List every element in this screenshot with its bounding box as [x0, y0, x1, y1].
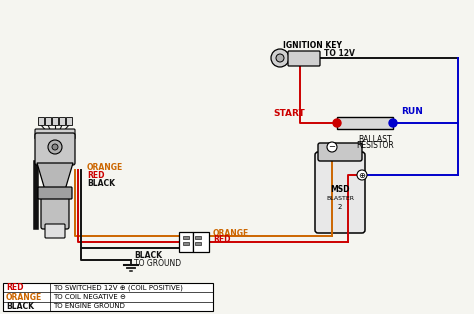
- FancyBboxPatch shape: [41, 195, 69, 229]
- Circle shape: [271, 49, 289, 67]
- Bar: [195, 241, 201, 245]
- Text: TO GROUND: TO GROUND: [134, 259, 181, 268]
- Text: RED: RED: [6, 283, 24, 292]
- Text: RUN: RUN: [401, 106, 423, 116]
- FancyBboxPatch shape: [35, 133, 75, 165]
- Text: ORANGE: ORANGE: [6, 293, 42, 301]
- FancyBboxPatch shape: [288, 51, 320, 66]
- FancyBboxPatch shape: [318, 143, 362, 161]
- Circle shape: [357, 170, 367, 180]
- Text: TO COIL NEGATIVE ⊖: TO COIL NEGATIVE ⊖: [53, 294, 126, 300]
- Polygon shape: [37, 163, 73, 190]
- Bar: [45, 117, 51, 125]
- Text: BLASTER: BLASTER: [326, 197, 354, 202]
- Text: TO SWITCHED 12V ⊕ (COIL POSITIVE): TO SWITCHED 12V ⊕ (COIL POSITIVE): [53, 284, 183, 291]
- Text: BLACK: BLACK: [134, 252, 162, 261]
- Text: 2: 2: [338, 204, 342, 210]
- Bar: [195, 236, 201, 239]
- Text: BLACK: BLACK: [6, 302, 34, 311]
- Text: BLACK: BLACK: [87, 178, 115, 187]
- Bar: [183, 241, 189, 245]
- Circle shape: [389, 119, 397, 127]
- Text: TO 12V: TO 12V: [324, 48, 355, 57]
- Text: RED: RED: [87, 171, 104, 180]
- Bar: [183, 236, 189, 239]
- Bar: [179, 232, 193, 252]
- FancyBboxPatch shape: [45, 224, 65, 238]
- Ellipse shape: [36, 130, 74, 140]
- Text: RED: RED: [213, 236, 230, 245]
- Circle shape: [48, 140, 62, 154]
- Circle shape: [327, 142, 337, 152]
- FancyBboxPatch shape: [38, 187, 72, 199]
- Text: BALLAST: BALLAST: [358, 134, 392, 143]
- Bar: [193, 232, 209, 252]
- FancyBboxPatch shape: [315, 152, 365, 233]
- Text: ⊕: ⊕: [358, 171, 365, 180]
- Text: TO ENGINE GROUND: TO ENGINE GROUND: [53, 303, 125, 309]
- Circle shape: [276, 54, 284, 62]
- Circle shape: [52, 144, 58, 150]
- Text: RESISTOR: RESISTOR: [356, 142, 394, 150]
- Bar: [52, 117, 58, 125]
- FancyBboxPatch shape: [35, 129, 75, 139]
- Bar: [59, 117, 65, 125]
- Text: ORANGE: ORANGE: [213, 229, 249, 237]
- Text: MSD: MSD: [330, 186, 350, 194]
- Text: IGNITION KEY: IGNITION KEY: [283, 41, 342, 50]
- Text: −: −: [328, 143, 336, 151]
- Bar: [3, 283, 213, 311]
- Circle shape: [333, 119, 341, 127]
- Text: START: START: [273, 109, 305, 117]
- Bar: [337, 117, 393, 129]
- Text: ORANGE: ORANGE: [87, 163, 123, 171]
- Bar: [66, 117, 72, 125]
- Bar: [38, 117, 44, 125]
